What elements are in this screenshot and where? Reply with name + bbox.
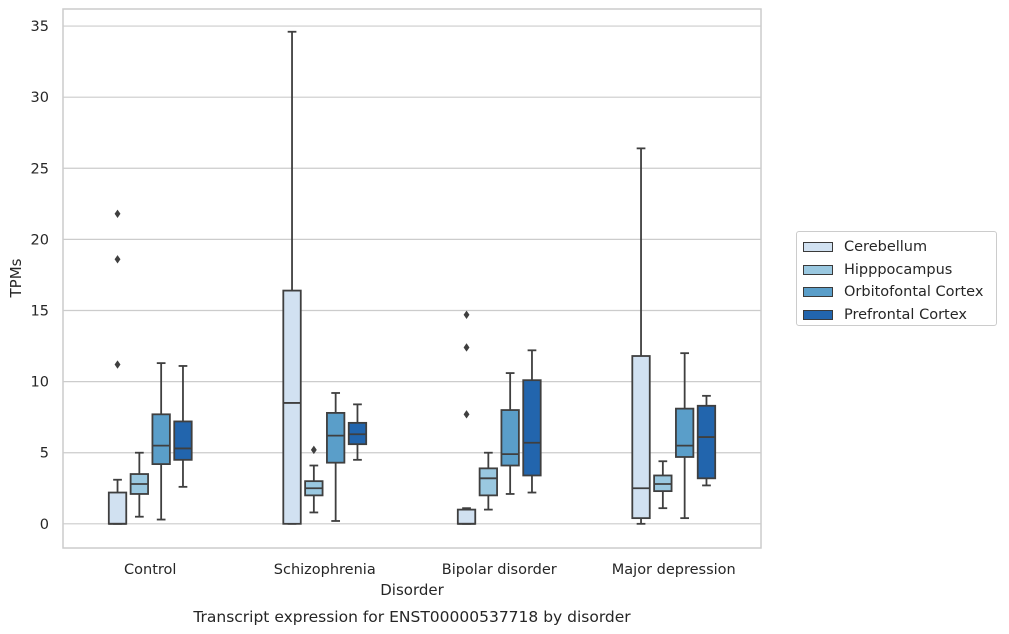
outlier-point xyxy=(114,255,121,264)
box-glyph xyxy=(129,451,149,518)
outlier-point xyxy=(310,445,317,455)
box-glyph xyxy=(675,352,695,520)
box-glyph xyxy=(522,349,542,494)
y-tick-label: 5 xyxy=(40,446,49,462)
plot-area xyxy=(107,30,717,525)
legend-swatch xyxy=(803,309,833,320)
box-glyph xyxy=(500,372,520,495)
box-glyph xyxy=(326,392,346,522)
box xyxy=(107,491,128,525)
legend-swatch xyxy=(803,242,833,253)
box-glyph xyxy=(653,460,673,510)
x-tick-label: Bipolar disorder xyxy=(442,562,557,578)
chart-title: Transcript expression for ENST0000053771… xyxy=(192,608,631,626)
box-glyph xyxy=(478,451,498,511)
x-axis-ticks: Control Schizophrenia Bipolar disorder Majo… xyxy=(124,562,736,578)
outlier-point xyxy=(463,310,470,319)
x-tick-label: Schizophrenia xyxy=(274,562,376,578)
legend-item-orbitofrontal-cortex: Orbitofontal Cortex xyxy=(797,281,996,304)
box-glyph xyxy=(173,365,193,488)
y-tick-label: 20 xyxy=(31,232,49,248)
legend-label: Hipppocampus xyxy=(844,261,953,278)
x-axis-label: Disorder xyxy=(380,581,444,599)
legend-item-hippocampus: Hipppocampus xyxy=(797,259,996,282)
box xyxy=(478,467,498,497)
box-glyph xyxy=(696,394,717,487)
box-glyph xyxy=(347,403,368,461)
series-cerebellum xyxy=(107,30,651,525)
y-axis-label: TPMs xyxy=(7,258,25,298)
y-tick-label: 10 xyxy=(31,375,49,391)
box xyxy=(631,355,651,520)
legend-swatch xyxy=(803,264,833,275)
box xyxy=(151,413,171,465)
legend-label: Orbitofontal Cortex xyxy=(844,284,984,301)
box-glyph xyxy=(151,362,171,521)
outlier-point xyxy=(114,209,121,218)
y-tick-label: 35 xyxy=(31,19,49,35)
box xyxy=(326,411,346,464)
legend-swatch xyxy=(803,287,833,298)
series-orbitofontal-cortex xyxy=(151,352,695,522)
legend-label: Cerebellum xyxy=(844,239,928,256)
y-tick-label: 0 xyxy=(40,517,49,533)
box-glyph xyxy=(304,445,324,514)
box xyxy=(500,409,520,467)
y-tick-label: 15 xyxy=(31,303,49,319)
series-prefrontal-cortex xyxy=(173,349,717,494)
box-glyph xyxy=(456,310,477,525)
outlier-point xyxy=(114,360,121,369)
outlier-point xyxy=(463,410,470,419)
box xyxy=(522,379,542,477)
box xyxy=(282,289,302,525)
box xyxy=(173,420,193,461)
y-axis-ticks: 0 5 10 15 20 25 30 35 xyxy=(31,19,49,533)
box xyxy=(696,404,717,480)
y-tick-label: 25 xyxy=(31,161,49,177)
x-tick-label: Control xyxy=(124,562,176,578)
x-tick-label: Major depression xyxy=(612,562,736,578)
legend-item-prefrontal-cortex: Prefrontal Cortex xyxy=(797,304,996,327)
box-glyph xyxy=(631,147,651,525)
plot-frame xyxy=(62,8,762,549)
outlier-point xyxy=(463,343,470,352)
legend-label: Prefrontal Cortex xyxy=(844,306,967,323)
legend: Cerebellum Hipppocampus Orbitofontal Cor… xyxy=(796,231,997,326)
box xyxy=(456,508,477,525)
series-hipppocampus xyxy=(129,445,673,518)
box xyxy=(675,407,695,458)
box-glyph xyxy=(107,209,128,525)
box-glyph xyxy=(282,30,302,525)
y-tick-label: 30 xyxy=(31,90,49,106)
legend-item-cerebellum: Cerebellum xyxy=(797,236,996,259)
